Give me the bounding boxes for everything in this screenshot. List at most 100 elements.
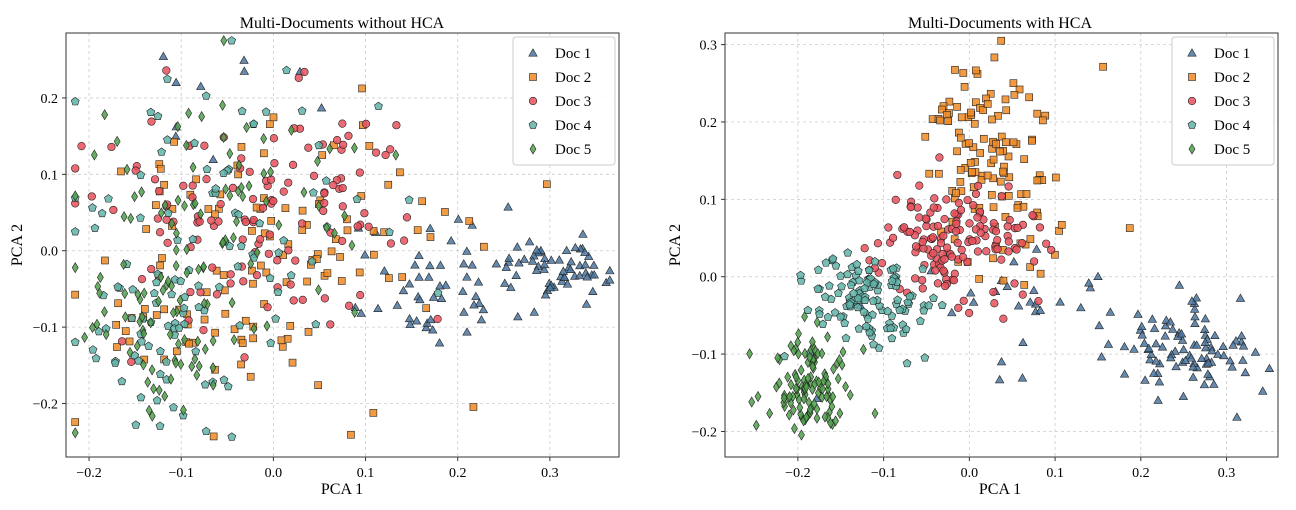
data-point — [813, 284, 823, 293]
data-point — [746, 348, 753, 360]
data-point — [992, 140, 1000, 148]
legend-box — [1171, 36, 1275, 166]
data-point — [337, 277, 346, 285]
data-point — [1227, 362, 1237, 371]
data-point — [543, 180, 551, 189]
data-point — [915, 181, 924, 190]
y-axis-label: PCA 2 — [9, 224, 26, 266]
data-point — [566, 256, 576, 266]
data-point — [286, 280, 295, 289]
data-point — [945, 97, 954, 106]
data-point — [167, 373, 175, 385]
data-point — [937, 300, 947, 309]
data-point — [157, 207, 165, 219]
data-point — [580, 259, 591, 269]
data-point — [1213, 349, 1223, 358]
data-point — [148, 364, 156, 376]
data-point — [983, 171, 992, 180]
data-point — [911, 274, 920, 283]
data-point — [524, 237, 535, 246]
legend-box — [512, 36, 616, 166]
y-tick-label: 0.2 — [700, 116, 718, 131]
data-point — [554, 255, 565, 264]
data-point — [540, 290, 551, 299]
data-point — [1264, 363, 1275, 373]
data-point — [281, 204, 290, 212]
data-point — [183, 139, 190, 151]
data-point — [965, 139, 973, 147]
data-point — [174, 323, 184, 332]
data-point — [260, 133, 268, 145]
data-point — [318, 151, 327, 159]
data-point — [298, 226, 307, 234]
data-point — [846, 280, 856, 289]
chart-title: Multi-Documents without HCA — [240, 15, 445, 32]
data-point — [226, 190, 234, 202]
data-point — [1004, 247, 1013, 256]
data-point — [943, 243, 952, 252]
x-tick-label: 0.2 — [449, 466, 467, 481]
data-point — [1055, 297, 1065, 306]
data-point — [71, 164, 80, 173]
data-point — [906, 203, 915, 212]
data-point — [989, 288, 998, 297]
data-point — [959, 296, 968, 305]
data-point — [150, 175, 160, 184]
data-point — [209, 432, 218, 441]
data-point — [160, 305, 168, 314]
data-point — [273, 256, 282, 265]
data-point — [1149, 323, 1160, 332]
data-point — [886, 323, 895, 333]
data-point — [338, 183, 347, 193]
data-point — [261, 107, 271, 116]
data-point — [220, 35, 228, 47]
data-point — [929, 203, 938, 212]
data-point — [970, 119, 979, 128]
legend-marker — [528, 96, 538, 106]
data-point — [916, 316, 925, 325]
data-point — [953, 103, 961, 111]
data-point — [933, 221, 943, 231]
data-point — [286, 322, 295, 330]
data-point — [1033, 109, 1042, 118]
data-point — [940, 215, 949, 224]
data-point — [319, 206, 328, 216]
data-point — [562, 279, 573, 288]
data-point — [331, 227, 338, 239]
data-point — [899, 223, 909, 232]
data-point — [142, 225, 150, 233]
data-point — [1146, 349, 1156, 358]
data-point — [928, 233, 938, 242]
data-point — [513, 311, 523, 321]
data-point — [480, 242, 488, 251]
data-point — [425, 223, 435, 232]
data-point — [1258, 386, 1268, 395]
data-point — [939, 266, 948, 275]
data-point — [353, 222, 362, 231]
data-point — [209, 362, 217, 374]
data-point — [300, 186, 308, 198]
data-point — [895, 305, 904, 314]
data-point — [199, 326, 208, 335]
data-point — [202, 175, 211, 184]
series-doc-3 — [71, 66, 442, 366]
x-tick-label: 0.0 — [961, 466, 979, 481]
data-point — [1002, 281, 1012, 290]
data-point — [911, 242, 921, 251]
data-point — [311, 319, 321, 329]
data-point — [121, 311, 129, 323]
data-point — [176, 276, 186, 285]
data-point — [979, 134, 988, 143]
data-point — [163, 74, 172, 83]
data-point — [824, 331, 831, 343]
data-point — [262, 195, 270, 208]
data-point — [1025, 93, 1033, 102]
data-point — [905, 291, 915, 301]
data-point — [1018, 290, 1027, 299]
data-point — [269, 196, 278, 206]
data-point — [1171, 361, 1181, 371]
data-point — [156, 164, 165, 173]
data-point — [1099, 62, 1107, 71]
data-point — [1042, 239, 1051, 248]
data-point — [968, 168, 976, 176]
